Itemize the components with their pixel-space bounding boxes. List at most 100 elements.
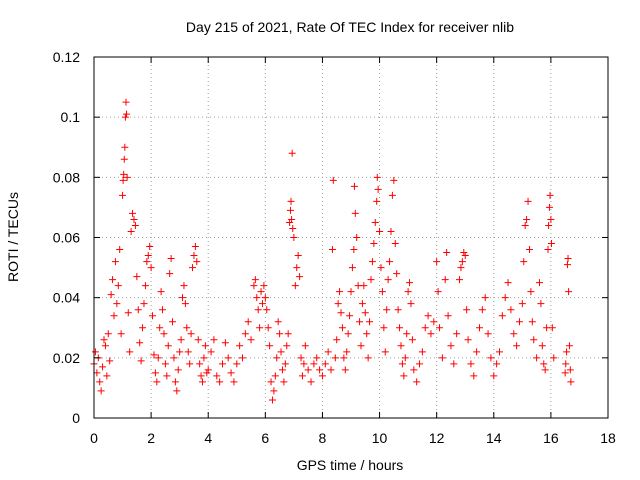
- data-point: [91, 348, 99, 356]
- data-point: [434, 288, 442, 296]
- data-point: [163, 372, 171, 380]
- data-point: [159, 306, 167, 314]
- data-point: [457, 264, 465, 272]
- data-point: [378, 288, 386, 296]
- data-point: [478, 306, 486, 314]
- x-tick-label: 8: [319, 430, 327, 446]
- data-point: [333, 336, 341, 344]
- data-point: [203, 369, 211, 377]
- data-point: [224, 354, 232, 362]
- data-point: [334, 300, 342, 308]
- data-point: [350, 246, 358, 254]
- data-point: [276, 330, 284, 338]
- data-points: [90, 98, 575, 404]
- data-point: [289, 224, 297, 232]
- data-point: [164, 342, 172, 350]
- data-point: [329, 176, 337, 184]
- data-point: [441, 276, 449, 284]
- data-point: [521, 221, 529, 229]
- data-point: [458, 258, 466, 266]
- data-point: [438, 354, 446, 362]
- data-point: [151, 369, 159, 377]
- data-point: [484, 330, 492, 338]
- data-point: [565, 342, 573, 350]
- data-point: [119, 176, 127, 184]
- data-point: [364, 354, 372, 362]
- data-point: [410, 366, 418, 374]
- data-point: [156, 324, 164, 332]
- data-point: [184, 348, 192, 356]
- data-point: [127, 227, 135, 235]
- data-point: [550, 354, 558, 362]
- data-point: [443, 249, 451, 257]
- data-point: [524, 197, 532, 205]
- data-point: [290, 234, 298, 241]
- data-point: [300, 360, 308, 368]
- data-point: [510, 330, 518, 338]
- data-point: [297, 354, 305, 362]
- data-point: [263, 306, 271, 314]
- data-point: [563, 348, 571, 356]
- data-point: [110, 312, 118, 320]
- data-point: [233, 360, 241, 368]
- data-point: [131, 221, 139, 229]
- data-point: [123, 173, 131, 181]
- data-point: [341, 366, 349, 374]
- y-tick-label: 0: [72, 410, 80, 426]
- data-point: [278, 366, 286, 374]
- data-point: [507, 306, 515, 314]
- data-point: [533, 354, 541, 362]
- data-point: [386, 258, 394, 266]
- data-point: [129, 209, 137, 217]
- data-point: [139, 324, 147, 332]
- data-point: [530, 336, 538, 344]
- data-point: [447, 342, 455, 350]
- y-tick-label: 0.08: [53, 169, 80, 185]
- data-point: [397, 342, 405, 350]
- data-point: [236, 342, 244, 350]
- data-point: [130, 215, 138, 223]
- data-point: [547, 240, 555, 248]
- data-point: [284, 330, 292, 338]
- data-point: [316, 366, 324, 374]
- data-point: [407, 300, 415, 308]
- data-point: [537, 300, 545, 308]
- data-point: [371, 218, 379, 226]
- data-point: [470, 372, 478, 380]
- data-point: [566, 366, 574, 374]
- data-point: [461, 252, 469, 260]
- data-point: [540, 360, 548, 368]
- data-point: [143, 258, 151, 266]
- data-point: [230, 378, 238, 386]
- data-point: [176, 348, 184, 356]
- data-point: [393, 270, 401, 278]
- data-point: [270, 387, 278, 395]
- data-point: [277, 348, 285, 356]
- x-tick-label: 10: [372, 430, 388, 446]
- data-point: [310, 360, 318, 368]
- data-point: [404, 288, 412, 296]
- data-point: [258, 300, 266, 308]
- data-point: [324, 348, 332, 356]
- data-point: [520, 258, 528, 266]
- data-point: [545, 203, 553, 211]
- data-point: [538, 342, 546, 350]
- data-point: [427, 330, 435, 338]
- data-point: [473, 348, 481, 356]
- data-point: [136, 339, 144, 347]
- x-tick-label: 14: [486, 430, 502, 446]
- data-point: [366, 318, 374, 326]
- data-point: [348, 264, 356, 272]
- data-point: [373, 197, 381, 205]
- data-point: [361, 309, 369, 317]
- data-point: [204, 366, 212, 374]
- data-point: [495, 348, 503, 356]
- data-point: [196, 360, 204, 368]
- data-point: [493, 360, 501, 368]
- data-point: [186, 360, 194, 368]
- data-point: [413, 378, 421, 386]
- y-tick-label: 0.12: [53, 49, 80, 65]
- data-point: [121, 143, 129, 151]
- data-point: [387, 227, 395, 235]
